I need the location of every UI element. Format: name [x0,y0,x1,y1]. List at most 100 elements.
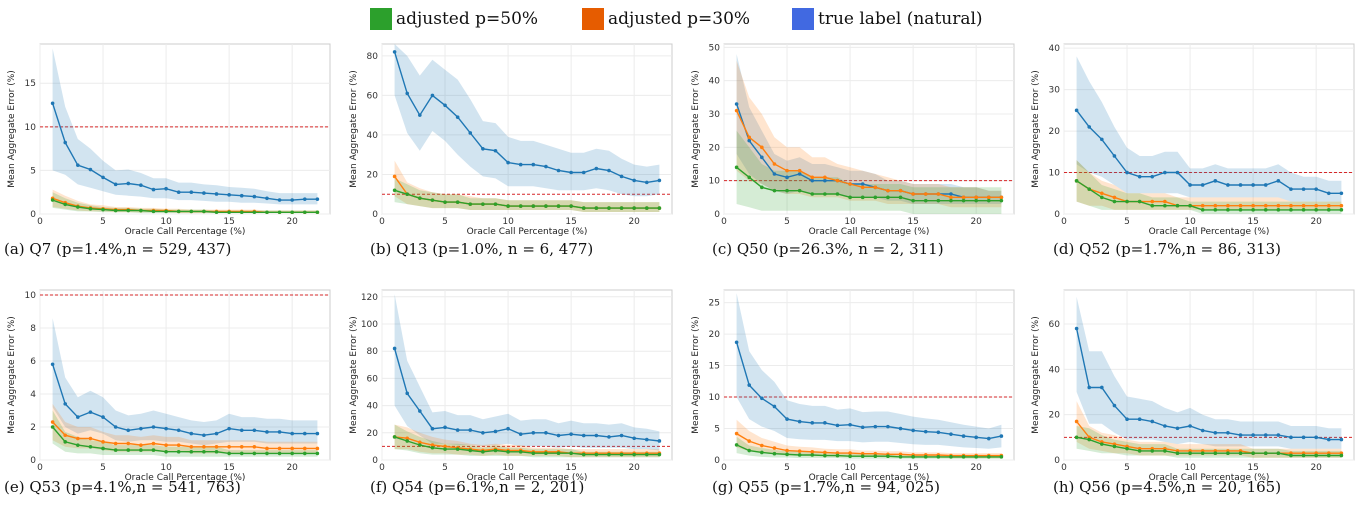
chart-caption-1: (a) Q7 (p=1.4%,n = 529, 437) [4,240,232,258]
data-point [88,436,93,441]
x-axis-label: Oracle Call Percentage (%) [125,227,246,237]
data-point [619,433,624,438]
data-point [1100,442,1104,446]
data-point [810,450,815,454]
x-tick-label: 10 [1184,217,1196,227]
series-line [1075,328,1342,441]
data-point [1188,203,1192,208]
y-tick-label: 15 [709,362,720,372]
data-point [772,451,777,456]
series-line [1076,180,1342,211]
data-point [101,440,105,444]
data-point [76,443,80,447]
data-point [734,340,739,345]
data-point [189,431,194,436]
y-axis-label: Mean Aggregate Error (%) [691,70,701,188]
data-point [302,197,307,201]
y-tick-label: 80 [367,347,379,357]
data-point [1163,424,1167,428]
data-point [961,455,966,459]
data-point [1326,203,1331,208]
x-tick-label: 20 [286,217,298,227]
y-tick-label: 4 [30,390,36,400]
data-point [430,445,435,450]
plot-area [39,43,331,215]
data-point [481,146,485,151]
data-point [936,192,941,196]
data-point [1188,183,1192,187]
data-point [277,430,282,434]
data-point [315,446,320,451]
data-point [1276,179,1281,183]
data-point [50,362,55,367]
data-point [1112,403,1117,408]
data-point [1314,187,1318,191]
data-point [1200,451,1205,456]
confidence-band [394,160,660,212]
chart-caption-5: (e) Q53 (p=4.1%,n = 541, 763) [4,478,241,496]
data-point [797,188,802,193]
data-point [1301,187,1306,191]
data-point [734,108,739,113]
data-point [101,415,105,419]
data-point [544,451,548,456]
data-point [1100,137,1104,142]
data-point [986,455,991,459]
y-tick-label: 120 [361,293,378,303]
chart-7: 0 5 10 15 20 0 5 10 15 20 25 Oracle Call Percentage… [691,289,1015,483]
data-point [518,162,523,167]
data-point [493,448,498,453]
data-point [139,448,143,452]
data-point [392,50,397,54]
data-point [556,451,561,456]
data-point [302,431,307,436]
data-point [1200,203,1205,208]
data-point [785,448,789,453]
data-point [1074,179,1079,183]
confidence-band [394,178,660,212]
legend-swatch-p30 [582,8,604,30]
data-point [886,454,890,459]
data-point [544,164,548,169]
confidence-band [736,419,1002,459]
data-point [63,140,68,145]
data-point [430,198,435,202]
data-point [418,409,422,413]
data-point [202,449,206,454]
data-point [1163,449,1167,453]
data-point [949,192,953,196]
y-tick-label: 100 [361,320,378,330]
data-point [1251,433,1255,437]
data-point [405,391,410,396]
data-point [835,453,840,458]
legend-swatch-natural [792,8,814,30]
data-point [50,198,55,202]
data-point [518,204,523,208]
data-point [113,208,118,213]
data-point [760,450,764,455]
data-point [772,446,777,450]
data-point [632,206,636,210]
data-point [974,198,978,203]
confidence-band [736,54,1002,204]
data-point [1074,108,1079,113]
data-point [202,209,206,214]
data-point [76,415,80,419]
chart-caption-3: (c) Q50 (p=26.3%, n = 2, 311) [712,240,944,258]
data-point [911,192,915,196]
y-axis-label: Mean Aggregate Error (%) [349,316,359,434]
x-tick-label: 5 [784,463,790,473]
y-tick-label: 20 [367,170,379,180]
data-point [481,431,485,435]
data-point [227,426,231,431]
data-point [873,454,878,459]
data-point [151,448,156,452]
data-point [594,206,599,210]
confidence-band [1076,160,1342,210]
y-axis-label: Mean Aggregate Error (%) [691,316,701,434]
y-tick-label: 0 [30,210,36,220]
x-tick-label: 5 [442,463,448,473]
data-point [76,436,80,441]
series-line [52,426,318,455]
y-tick-label: 40 [1049,365,1061,375]
